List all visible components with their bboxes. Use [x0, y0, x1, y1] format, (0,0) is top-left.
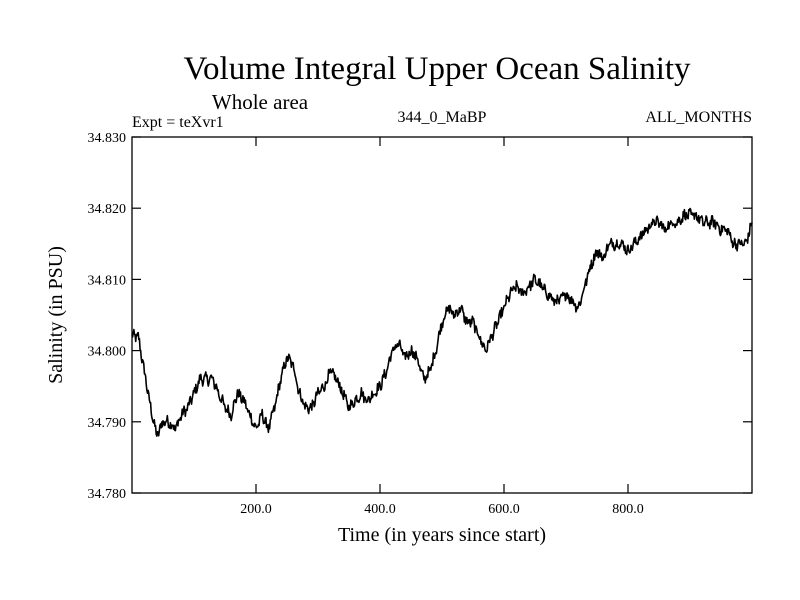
- expt-label: Expt = teXvr1: [132, 114, 224, 131]
- y-tick-label: 34.780: [88, 487, 127, 502]
- y-tick-label: 34.810: [88, 273, 127, 288]
- x-tick-label: 600.0: [488, 502, 520, 517]
- salinity-series-line: [131, 207, 753, 437]
- x-axis-ticks: 200.0 400.0 600.0 800.0: [240, 137, 644, 517]
- y-tick-label: 34.790: [88, 416, 127, 431]
- y-tick-label: 34.830: [88, 131, 127, 146]
- y-axis-ticks: 34.780 34.790 34.800 34.810 34.820 34.830: [88, 131, 752, 502]
- run-label: 344_0_MaBP: [398, 109, 487, 126]
- y-tick-label: 34.820: [88, 202, 127, 217]
- chart-title: Volume Integral Upper Ocean Salinity: [183, 51, 691, 87]
- x-tick-label: 200.0: [240, 502, 272, 517]
- months-label: ALL_MONTHS: [645, 109, 752, 126]
- y-tick-label: 34.800: [88, 345, 127, 360]
- plot-frame: [131, 136, 753, 494]
- x-axis-label: Time (in years since start): [338, 524, 546, 546]
- x-tick-label: 400.0: [364, 502, 396, 517]
- chart-subtitle: Whole area: [212, 90, 309, 114]
- x-tick-label: 800.0: [612, 502, 644, 517]
- y-axis-label: Salinity (in PSU): [45, 246, 67, 384]
